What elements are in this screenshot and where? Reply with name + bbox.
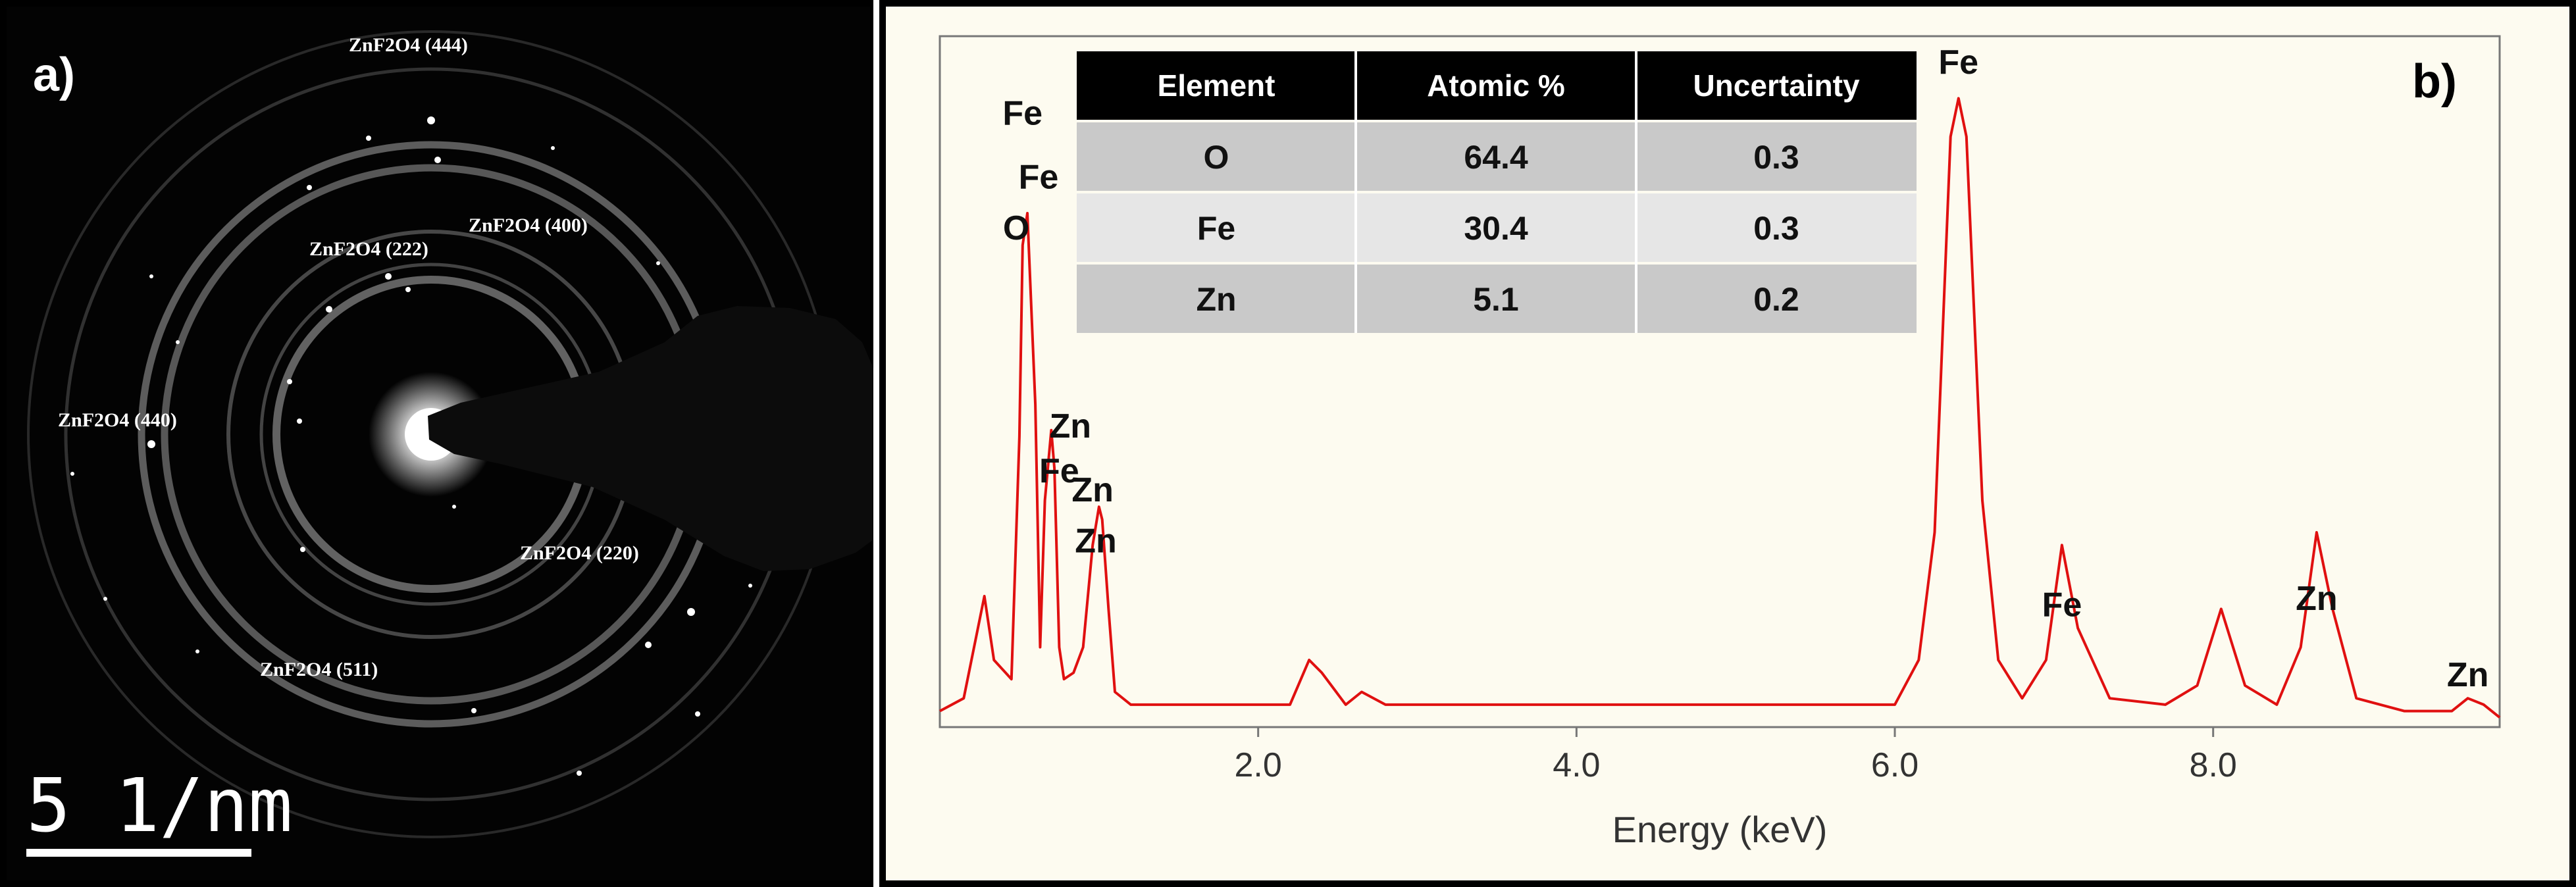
composition-table: Element Atomic % Uncertainty O 64.4 0.3 … [1077, 51, 1917, 333]
table-cell: Fe [1197, 210, 1235, 247]
diffraction-spot [366, 136, 371, 141]
table-cell: 5.1 [1473, 281, 1519, 318]
table-header-row [1077, 51, 1917, 120]
x-tick-label: 8.0 [2190, 746, 2237, 784]
diffraction-spot [195, 649, 199, 653]
panel-a-diffraction: ZnF2O4 (444) ZnF2O4 (400) ZnF2O4 (222) Z… [0, 0, 877, 887]
diffraction-spots [70, 116, 752, 776]
panel-a-label: a) [33, 49, 75, 101]
peak-label: Zn [1071, 471, 1114, 509]
table-cell: 64.4 [1464, 139, 1528, 176]
x-axis-label: Energy (keV) [1612, 809, 1828, 850]
diffraction-spot [551, 146, 555, 150]
ring-label-511: ZnF2O4 (511) [260, 659, 378, 680]
diffraction-spot [656, 261, 660, 265]
diffraction-spot [427, 116, 435, 124]
diffraction-spot [297, 418, 302, 424]
ring-label-440: ZnF2O4 (440) [58, 409, 177, 431]
table-cell: 30.4 [1464, 210, 1528, 247]
table-row [1077, 193, 1917, 262]
table-header-element: Element [1158, 68, 1275, 103]
ring-label-400: ZnF2O4 (400) [469, 215, 588, 236]
beam-stopper [428, 306, 873, 571]
diffraction-spot [307, 185, 312, 190]
spectrum-line [939, 97, 2501, 719]
ring-label-220: ZnF2O4 (220) [520, 542, 639, 564]
table-row [1077, 122, 1917, 191]
diffraction-spot [452, 505, 456, 509]
peak-label: Fe [1039, 452, 1079, 490]
peak-label: Fe [2042, 586, 2082, 624]
table-cell: O [1204, 139, 1229, 176]
x-tick-label: 4.0 [1553, 746, 1600, 784]
diffraction-spot [147, 440, 155, 448]
table-header-atomic: Atomic % [1427, 68, 1565, 103]
panel-b-eds: 2.0 4.0 6.0 8.0 Energy (keV) FeFeOZnFeZnZnF… [879, 0, 2576, 887]
panel-b-label: b) [2412, 55, 2457, 108]
table-header-uncertainty: Uncertainty [1693, 68, 1859, 103]
peak-label: Zn [1050, 407, 1092, 445]
peak-label: Zn [2447, 656, 2489, 694]
table-row [1077, 265, 1917, 333]
table-cell: 0.3 [1753, 210, 1799, 247]
diffraction-spot [103, 597, 107, 601]
x-tick-label: 2.0 [1235, 746, 1282, 784]
diffraction-spot [176, 340, 180, 344]
diffraction-spot [471, 708, 477, 713]
diffraction-spot [748, 584, 752, 588]
diffraction-spot [149, 274, 153, 278]
diffraction-spot [577, 771, 582, 776]
peak-label: O [1003, 209, 1029, 247]
table-cell: 0.2 [1753, 281, 1799, 318]
table-cell: 0.3 [1753, 139, 1799, 176]
scale-bar-text: 5 1/nm [26, 763, 293, 849]
diffraction-spot [434, 157, 441, 163]
diffraction-spot [687, 608, 695, 616]
diffraction-spot [70, 472, 74, 476]
diffraction-spot [385, 273, 392, 280]
diffraction-spot [645, 642, 652, 648]
diffraction-spot [695, 711, 700, 717]
ring-label-222: ZnF2O4 (222) [309, 238, 428, 260]
x-tick-label: 6.0 [1871, 746, 1919, 784]
peak-label: Fe [1002, 95, 1043, 133]
peak-label: Fe [1938, 43, 1978, 82]
peak-label: Zn [1075, 522, 1117, 561]
table-cell: Zn [1196, 281, 1236, 318]
scale-bar [26, 849, 251, 857]
diffraction-spot [300, 547, 305, 552]
diffraction-spot [287, 379, 292, 384]
peak-label: Fe [1019, 159, 1059, 197]
ring-label-444: ZnF2O4 (444) [349, 34, 468, 56]
peak-label: Zn [2296, 580, 2338, 618]
diffraction-spot [405, 287, 411, 292]
x-axis: 2.0 4.0 6.0 8.0 [1235, 727, 2237, 784]
diffraction-spot [326, 306, 332, 313]
